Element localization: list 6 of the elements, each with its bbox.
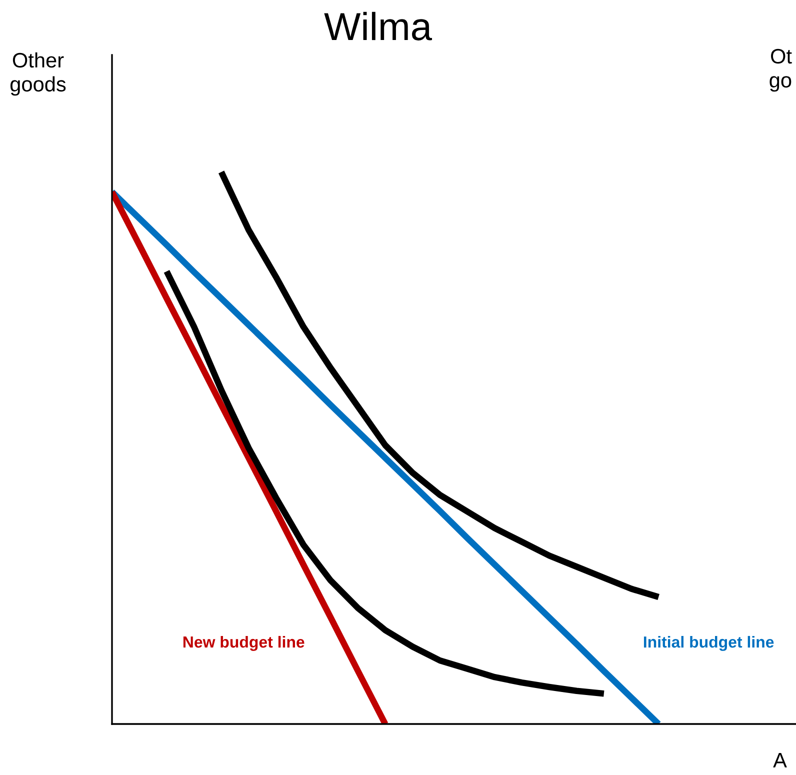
y-axis-title: Other goods — [10, 52, 66, 96]
chart-title: Wilma — [324, 12, 432, 40]
text: Ot go — [770, 48, 792, 92]
series-label: New budget line — [183, 636, 304, 651]
text: Initial budget line — [644, 636, 774, 651]
text: A — [773, 753, 787, 768]
